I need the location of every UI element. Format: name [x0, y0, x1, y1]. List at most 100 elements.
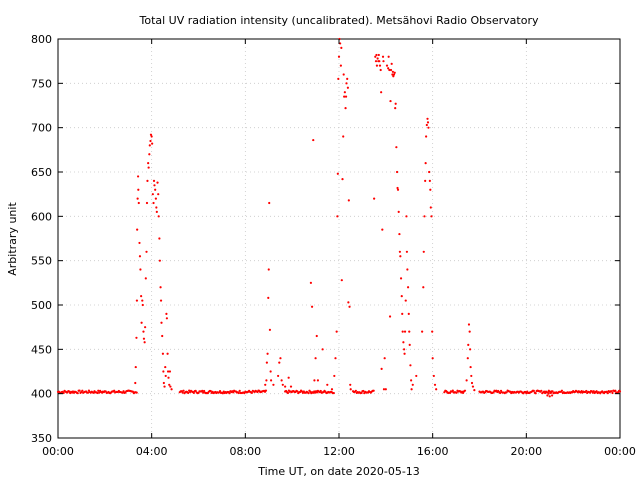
data-point — [144, 277, 147, 280]
data-point — [336, 172, 339, 175]
data-point — [401, 312, 404, 315]
data-point — [144, 326, 147, 329]
data-point — [98, 391, 101, 394]
x-tick-label: 04:00 — [136, 445, 168, 458]
data-point — [344, 107, 347, 110]
data-point — [425, 123, 428, 127]
data-point — [321, 348, 324, 351]
data-point — [540, 389, 543, 392]
data-point — [372, 389, 375, 392]
data-point — [156, 181, 159, 184]
data-point — [142, 337, 146, 340]
data-point — [343, 91, 346, 94]
data-point — [281, 383, 284, 386]
data-point — [382, 388, 386, 391]
data-point — [618, 390, 622, 393]
data-point — [337, 55, 341, 58]
y-tick-label: 600 — [31, 210, 52, 223]
data-point — [451, 389, 454, 392]
data-point — [280, 379, 283, 382]
data-point — [408, 343, 411, 346]
data-point — [137, 188, 140, 191]
data-point — [307, 392, 310, 395]
data-point — [148, 144, 151, 147]
data-point — [340, 279, 343, 282]
y-tick-label: 400 — [31, 388, 52, 401]
data-point — [406, 286, 410, 289]
y-tick-label: 800 — [31, 33, 52, 46]
data-point — [155, 206, 158, 209]
data-point — [402, 348, 406, 351]
data-point — [336, 215, 339, 218]
data-point — [146, 179, 149, 182]
data-point — [284, 385, 287, 388]
data-point — [428, 170, 431, 174]
data-point — [141, 303, 144, 307]
data-point — [187, 391, 190, 395]
data-point — [468, 330, 471, 333]
data-point — [548, 395, 551, 398]
data-point — [159, 299, 163, 302]
data-point — [404, 299, 407, 302]
data-point — [525, 392, 528, 395]
data-point — [268, 328, 272, 331]
data-point — [399, 255, 402, 258]
data-point — [391, 70, 394, 73]
data-point — [238, 389, 241, 392]
data-point — [375, 64, 379, 67]
data-point — [289, 385, 293, 388]
data-point — [296, 390, 299, 393]
data-point — [250, 391, 253, 395]
data-point — [333, 374, 336, 378]
data-point — [326, 383, 329, 386]
data-point — [396, 188, 400, 191]
data-point — [382, 60, 385, 63]
y-tick-label: 700 — [31, 122, 52, 135]
data-point — [354, 389, 357, 392]
data-point — [143, 341, 146, 344]
data-point — [374, 60, 378, 63]
data-point — [398, 250, 401, 253]
data-point — [151, 142, 154, 145]
data-point — [330, 388, 334, 391]
data-point — [265, 361, 268, 364]
data-point — [432, 374, 435, 378]
data-point — [267, 268, 270, 271]
data-point — [97, 389, 100, 392]
data-point — [136, 197, 139, 200]
data-point — [423, 215, 426, 218]
data-point — [467, 343, 470, 346]
data-point — [145, 201, 149, 205]
data-point — [465, 379, 468, 382]
data-point — [142, 330, 145, 333]
data-point — [471, 385, 475, 388]
data-point — [140, 321, 143, 324]
data-point — [546, 394, 549, 397]
data-point — [154, 188, 157, 191]
data-point — [158, 259, 161, 262]
data-point — [393, 71, 396, 74]
data-point — [76, 391, 79, 395]
data-point — [269, 370, 272, 373]
data-point — [153, 184, 156, 187]
data-point — [161, 334, 164, 338]
x-axis-label: Time UT, on date 2020-05-13 — [257, 465, 420, 478]
data-point — [138, 241, 141, 245]
data-point — [467, 323, 471, 326]
data-point — [341, 177, 344, 181]
data-point — [312, 138, 315, 142]
data-point — [141, 299, 144, 302]
data-point — [218, 390, 222, 393]
grid-lines — [58, 39, 620, 438]
data-point — [377, 53, 380, 57]
data-point — [310, 305, 314, 308]
data-point — [550, 394, 554, 397]
data-point — [407, 312, 410, 315]
data-point — [401, 330, 404, 333]
data-point — [332, 391, 335, 395]
data-point — [86, 391, 90, 394]
data-point — [429, 188, 432, 191]
y-tick-label: 450 — [31, 343, 52, 356]
data-point — [390, 62, 393, 65]
